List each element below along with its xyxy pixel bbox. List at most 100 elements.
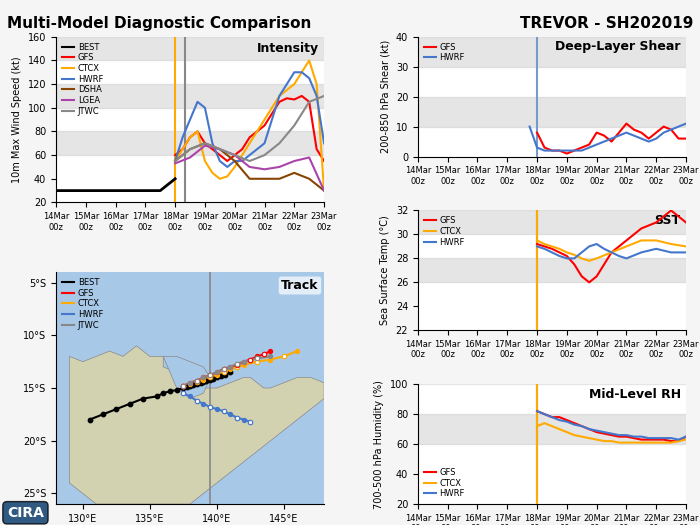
- Point: [191, 376, 202, 385]
- Point: [238, 358, 249, 366]
- Point: [204, 375, 216, 384]
- Point: [279, 352, 290, 361]
- Legend: BEST, GFS, CTCX, HWRF, JTWC: BEST, GFS, CTCX, HWRF, JTWC: [60, 276, 105, 331]
- Point: [219, 371, 230, 380]
- Point: [191, 376, 202, 385]
- Bar: [56, 37, 324, 60]
- Point: [245, 355, 256, 364]
- Point: [251, 354, 262, 363]
- Point: [279, 352, 290, 361]
- Legend: GFS, HWRF: GFS, HWRF: [422, 41, 467, 64]
- Point: [211, 368, 223, 376]
- Point: [137, 394, 148, 403]
- Point: [258, 350, 270, 359]
- Point: [265, 355, 276, 364]
- Y-axis label: 700-500 hPa Humidity (%): 700-500 hPa Humidity (%): [374, 380, 384, 509]
- Point: [111, 405, 122, 413]
- Point: [204, 371, 216, 380]
- Point: [178, 389, 189, 397]
- Point: [204, 403, 216, 411]
- Point: [164, 387, 176, 395]
- Point: [191, 376, 202, 385]
- Text: Track: Track: [281, 279, 318, 292]
- Bar: [56, 131, 324, 155]
- Point: [225, 410, 236, 418]
- Point: [251, 354, 262, 363]
- Point: [232, 363, 243, 371]
- Text: TREVOR - SH202019: TREVOR - SH202019: [519, 16, 693, 31]
- Point: [218, 365, 229, 373]
- Point: [218, 368, 229, 376]
- Point: [218, 407, 229, 415]
- Point: [245, 355, 256, 364]
- Point: [211, 405, 223, 413]
- Text: Intensity: Intensity: [257, 41, 318, 55]
- Point: [191, 380, 202, 388]
- Point: [232, 413, 243, 422]
- Point: [191, 396, 202, 405]
- Point: [124, 400, 135, 408]
- Point: [97, 410, 108, 418]
- Point: [204, 373, 216, 382]
- Y-axis label: 10m Max Wind Speed (kt): 10m Max Wind Speed (kt): [12, 56, 22, 183]
- Point: [238, 358, 249, 366]
- Y-axis label: 200-850 hPa Shear (kt): 200-850 hPa Shear (kt): [380, 40, 391, 153]
- Bar: [56, 84, 324, 108]
- Point: [207, 374, 218, 383]
- Point: [184, 392, 195, 401]
- Y-axis label: Sea Surface Temp (°C): Sea Surface Temp (°C): [380, 215, 390, 326]
- Point: [178, 382, 189, 390]
- Point: [292, 347, 303, 355]
- Point: [198, 373, 209, 382]
- Point: [200, 376, 211, 385]
- Point: [211, 368, 223, 376]
- Point: [178, 382, 189, 390]
- Point: [178, 382, 189, 390]
- Polygon shape: [69, 346, 324, 504]
- Point: [211, 371, 223, 380]
- Point: [265, 347, 276, 355]
- Point: [225, 365, 236, 373]
- Text: Mid-Level RH: Mid-Level RH: [589, 388, 680, 401]
- Point: [187, 381, 198, 389]
- Point: [191, 377, 202, 386]
- Point: [84, 415, 95, 424]
- Legend: GFS, CTCX, HWRF: GFS, CTCX, HWRF: [422, 215, 467, 248]
- Point: [191, 396, 202, 405]
- Point: [204, 371, 216, 380]
- Point: [184, 380, 195, 388]
- Point: [218, 368, 229, 376]
- Text: Multi-Model Diagnostic Comparison: Multi-Model Diagnostic Comparison: [7, 16, 312, 31]
- Point: [204, 371, 216, 380]
- Point: [178, 382, 189, 390]
- Point: [232, 361, 243, 369]
- Point: [216, 372, 227, 381]
- Point: [251, 352, 262, 361]
- Point: [245, 417, 256, 426]
- Point: [232, 361, 243, 369]
- Point: [204, 373, 216, 382]
- Point: [191, 377, 202, 386]
- Point: [232, 360, 243, 368]
- Point: [232, 360, 243, 368]
- Bar: [418, 211, 686, 235]
- Point: [211, 373, 223, 382]
- Point: [195, 379, 206, 387]
- Bar: [418, 414, 686, 444]
- Point: [265, 352, 276, 361]
- Point: [238, 415, 249, 424]
- Point: [251, 358, 262, 366]
- Point: [218, 365, 229, 373]
- Point: [218, 365, 229, 373]
- Point: [225, 363, 236, 371]
- Point: [218, 407, 229, 415]
- Point: [204, 371, 216, 380]
- Point: [178, 384, 189, 392]
- Bar: [418, 97, 686, 127]
- Point: [184, 379, 195, 387]
- Text: SST: SST: [654, 214, 680, 227]
- Bar: [418, 258, 686, 282]
- Text: Deep-Layer Shear: Deep-Layer Shear: [555, 40, 680, 54]
- Point: [204, 403, 216, 411]
- Point: [225, 368, 236, 376]
